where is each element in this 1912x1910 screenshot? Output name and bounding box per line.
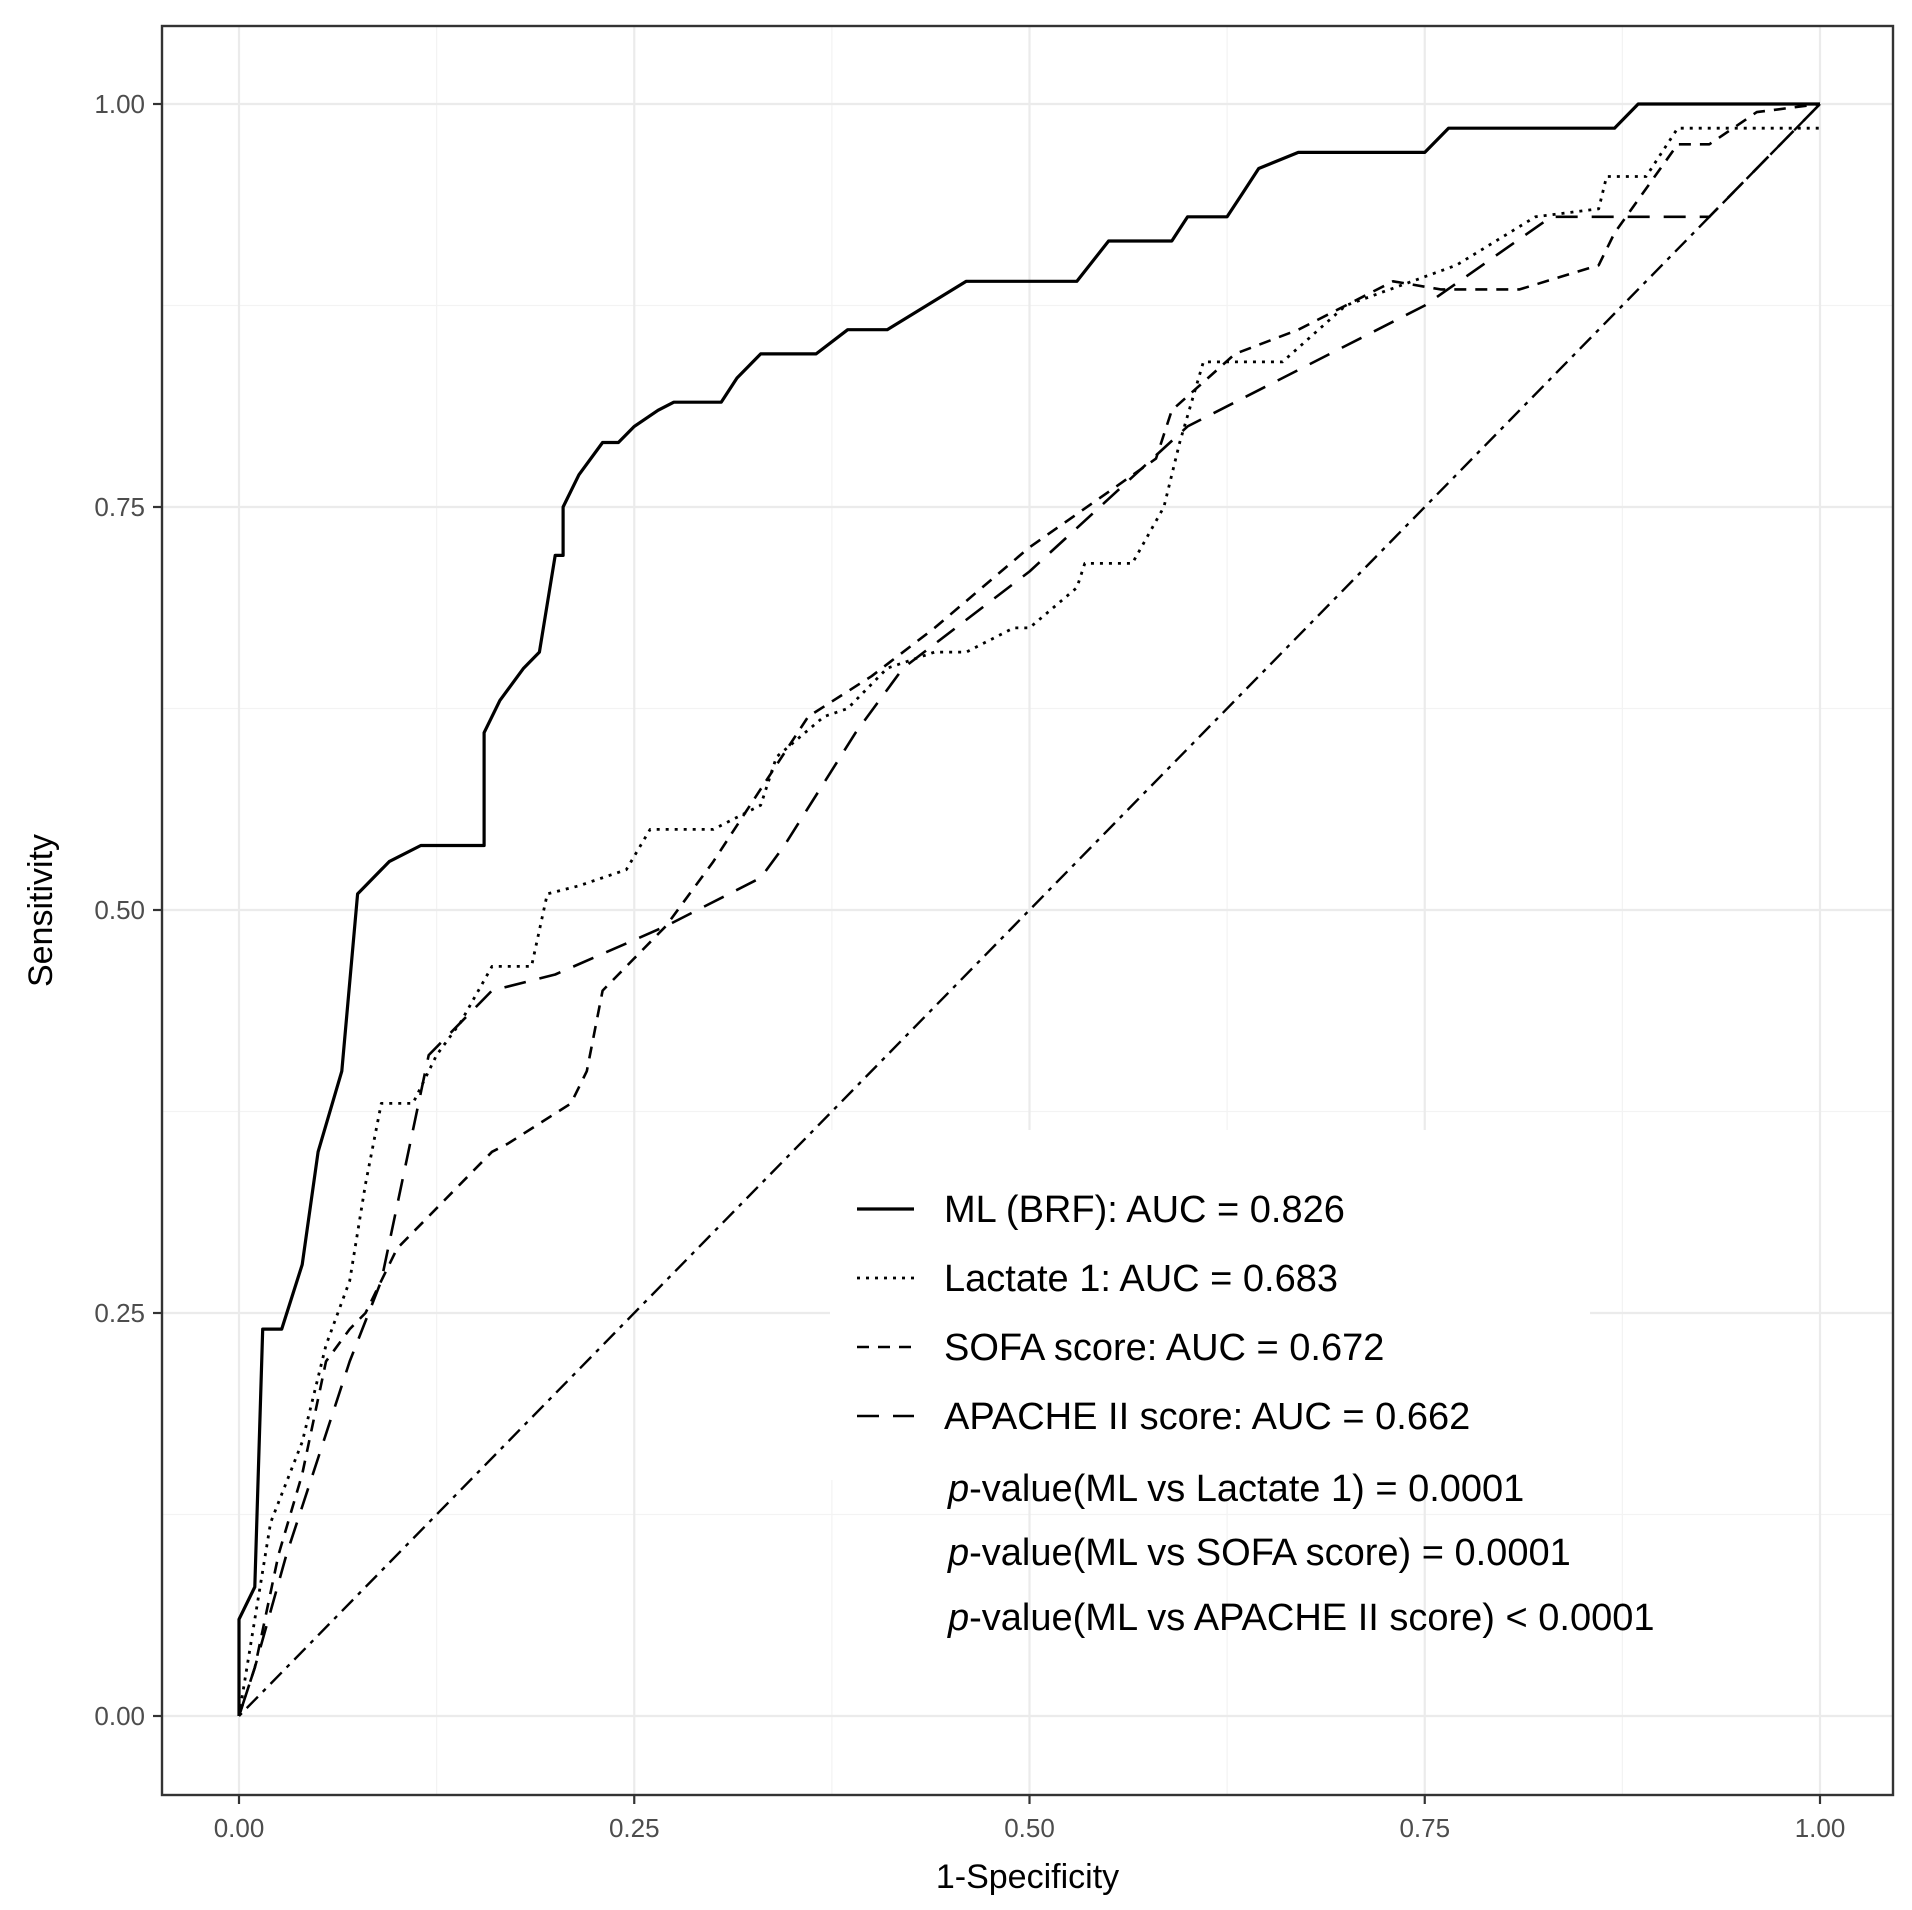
y-tick-label: 0.25 bbox=[94, 1298, 145, 1328]
legend-label: ML (BRF): AUC = 0.826 bbox=[944, 1189, 1345, 1231]
pvalue-label: p-value(ML vs SOFA score) = 0.0001 bbox=[947, 1532, 1571, 1574]
x-axis-ticks: 0.00 0.25 0.50 0.75 1.00 bbox=[214, 1795, 1846, 1843]
pvalue-text: -value(ML vs APACHE II score) < 0.0001 bbox=[969, 1597, 1654, 1639]
roc-curve-longdash bbox=[237, 103, 1821, 1717]
legend-background bbox=[830, 1130, 1590, 1480]
x-tick-label: 0.75 bbox=[1399, 1813, 1450, 1843]
x-axis-title: 1-Specificity bbox=[936, 1858, 1119, 1896]
y-tick-label: 0.50 bbox=[94, 895, 145, 925]
x-tick-label: 0.25 bbox=[609, 1813, 660, 1843]
roc-curve-solid bbox=[237, 102, 1820, 1716]
roc-curves bbox=[237, 102, 1821, 1717]
pvalue-text: -value(ML vs SOFA score) = 0.0001 bbox=[969, 1532, 1571, 1574]
pvalue-prefix: p bbox=[947, 1597, 969, 1639]
legend-label: Lactate 1: AUC = 0.683 bbox=[944, 1258, 1338, 1300]
x-tick-label: 0.00 bbox=[214, 1813, 265, 1843]
roc-curve-dashed bbox=[237, 102, 1821, 1717]
x-tick-label: 1.00 bbox=[1795, 1813, 1846, 1843]
roc-curve-dotdash bbox=[238, 103, 1821, 1717]
legend-label: APACHE II score: AUC = 0.662 bbox=[944, 1396, 1470, 1438]
y-tick-label: 0.75 bbox=[94, 492, 145, 522]
pvalue-label: p-value(ML vs APACHE II score) < 0.0001 bbox=[947, 1597, 1654, 1639]
pvalue-prefix: p bbox=[947, 1532, 969, 1574]
pvalue-text: -value(ML vs Lactate 1) = 0.0001 bbox=[969, 1468, 1524, 1510]
pvalue-prefix: p bbox=[947, 1468, 969, 1510]
y-axis-title: Sensitivity bbox=[22, 834, 60, 987]
x-tick-label: 0.50 bbox=[1004, 1813, 1055, 1843]
legend: ML (BRF): AUC = 0.826 Lactate 1: AUC = 0.… bbox=[857, 1189, 1654, 1639]
pvalue-label: p-value(ML vs Lactate 1) = 0.0001 bbox=[947, 1468, 1524, 1510]
y-axis-ticks: 0.00 0.25 0.50 0.75 1.00 bbox=[94, 89, 162, 1731]
legend-label: SOFA score: AUC = 0.672 bbox=[944, 1327, 1384, 1369]
y-tick-label: 1.00 bbox=[94, 89, 145, 119]
y-tick-label: 0.00 bbox=[94, 1701, 145, 1731]
roc-curve-dotted bbox=[237, 126, 1820, 1717]
